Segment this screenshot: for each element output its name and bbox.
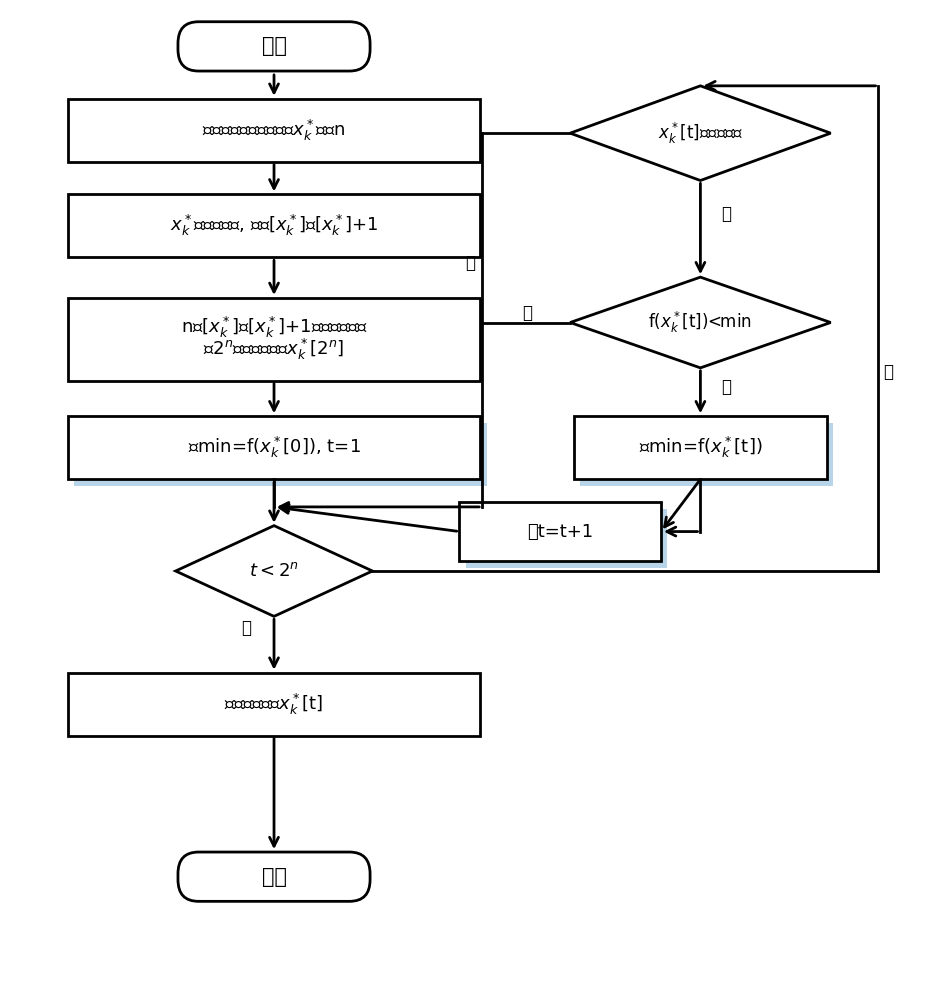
Text: 否: 否 [522, 304, 532, 322]
Text: $t<2^n$: $t<2^n$ [249, 562, 299, 580]
Text: 令min=f($x_k^*$[0]), t=1: 令min=f($x_k^*$[0]), t=1 [187, 435, 360, 460]
Text: 否: 否 [465, 254, 475, 272]
Bar [466, 509, 668, 568]
Text: 输出最优数组$x_k^*$[t]: 输出最优数组$x_k^*$[t] [224, 692, 323, 717]
Text: 是: 是 [721, 378, 731, 396]
Text: 确定所需整型化的变量$x_k^*$个数n: 确定所需整型化的变量$x_k^*$个数n [203, 118, 346, 143]
Text: n组[$x_k^*$]和[$x_k^*$]+1的不同组合构: n组[$x_k^*$]和[$x_k^*$]+1的不同组合构 [181, 315, 367, 340]
FancyBboxPatch shape [178, 22, 370, 71]
Bar [68, 194, 480, 257]
Text: 成$2^n$个混合点数组$x_k^*$[$2^n$]: 成$2^n$个混合点数组$x_k^*$[$2^n$] [204, 337, 344, 362]
Bar [68, 99, 480, 162]
Text: 是: 是 [883, 363, 893, 381]
Polygon shape [571, 86, 830, 180]
Bar [573, 416, 827, 479]
Bar [580, 423, 833, 486]
Bar [68, 298, 480, 381]
Bar [68, 416, 480, 479]
Bar [68, 673, 480, 736]
Text: 结束: 结束 [262, 867, 286, 887]
FancyBboxPatch shape [178, 852, 370, 901]
Text: 令t=t+1: 令t=t+1 [527, 523, 592, 541]
Polygon shape [176, 526, 373, 616]
Text: f($x_k^*$[t])<min: f($x_k^*$[t])<min [649, 310, 752, 335]
Text: 否: 否 [241, 619, 251, 637]
Text: 令min=f($x_k^*$[t]): 令min=f($x_k^*$[t]) [639, 435, 762, 460]
Text: $x_k^*$整型化处理, 得到[$x_k^*$]和[$x_k^*$]+1: $x_k^*$整型化处理, 得到[$x_k^*$]和[$x_k^*$]+1 [170, 213, 378, 238]
Text: $x_k^*$[t]在可行域内: $x_k^*$[t]在可行域内 [658, 121, 743, 146]
Text: 开始: 开始 [262, 36, 286, 56]
Bar [74, 423, 487, 486]
Polygon shape [571, 277, 830, 368]
Text: 是: 是 [721, 205, 731, 223]
Bar [459, 502, 661, 561]
